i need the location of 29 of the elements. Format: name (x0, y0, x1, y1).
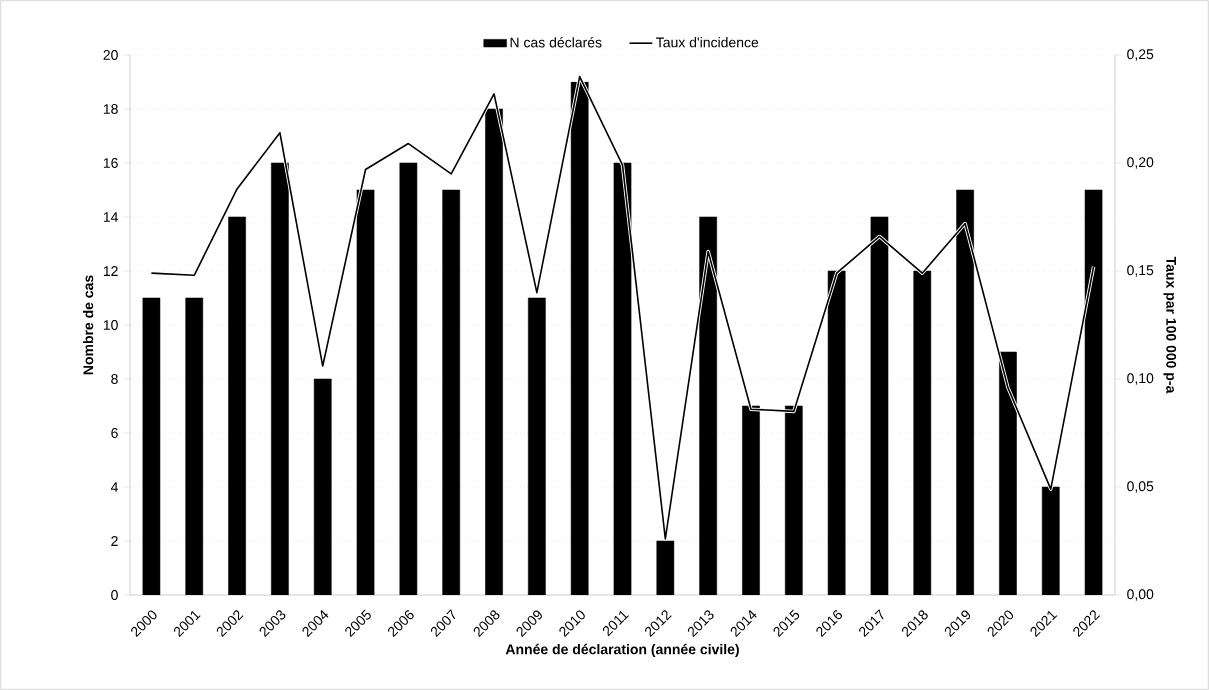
y-tick-label: 18 (103, 104, 118, 114)
y-tick-label: 20 (103, 50, 118, 60)
y-axis-title: Nombre de cas (82, 275, 94, 375)
y-tick-label: 2 (111, 536, 118, 546)
y-tick-label: 8 (111, 374, 118, 384)
y-tick-label: 0 (111, 590, 118, 600)
x-axis-title: Année de déclaration (année civile) (505, 643, 739, 658)
y2-tick-label: 0,15 (1127, 265, 1154, 277)
y-tick-label: 14 (103, 212, 118, 222)
bar (142, 297, 161, 595)
y2-tick-label: 0,10 (1127, 373, 1154, 385)
legend-label: N cas déclarés (510, 36, 602, 48)
y-tick-label: 12 (103, 266, 118, 276)
y2-tick-label: 0,05 (1127, 481, 1154, 493)
bar (528, 297, 546, 595)
bar (399, 162, 418, 595)
y-tick-label: 16 (103, 158, 118, 168)
y-tick-label: 6 (111, 428, 118, 438)
y2-tick-label: 0,25 (1127, 49, 1154, 61)
bar (185, 297, 204, 595)
bar (313, 378, 332, 595)
y-tick-label: 10 (103, 320, 118, 330)
bar (228, 216, 246, 595)
y2-tick-label: 0,20 (1127, 157, 1154, 169)
legend-label: Taux d'incidence (656, 37, 759, 48)
bar (442, 189, 461, 595)
y2-tick-label: 0,00 (1127, 589, 1154, 601)
y2-axis-title: Taux par 100 000 p-a (1163, 256, 1177, 394)
y-tick-label: 4 (110, 482, 118, 492)
